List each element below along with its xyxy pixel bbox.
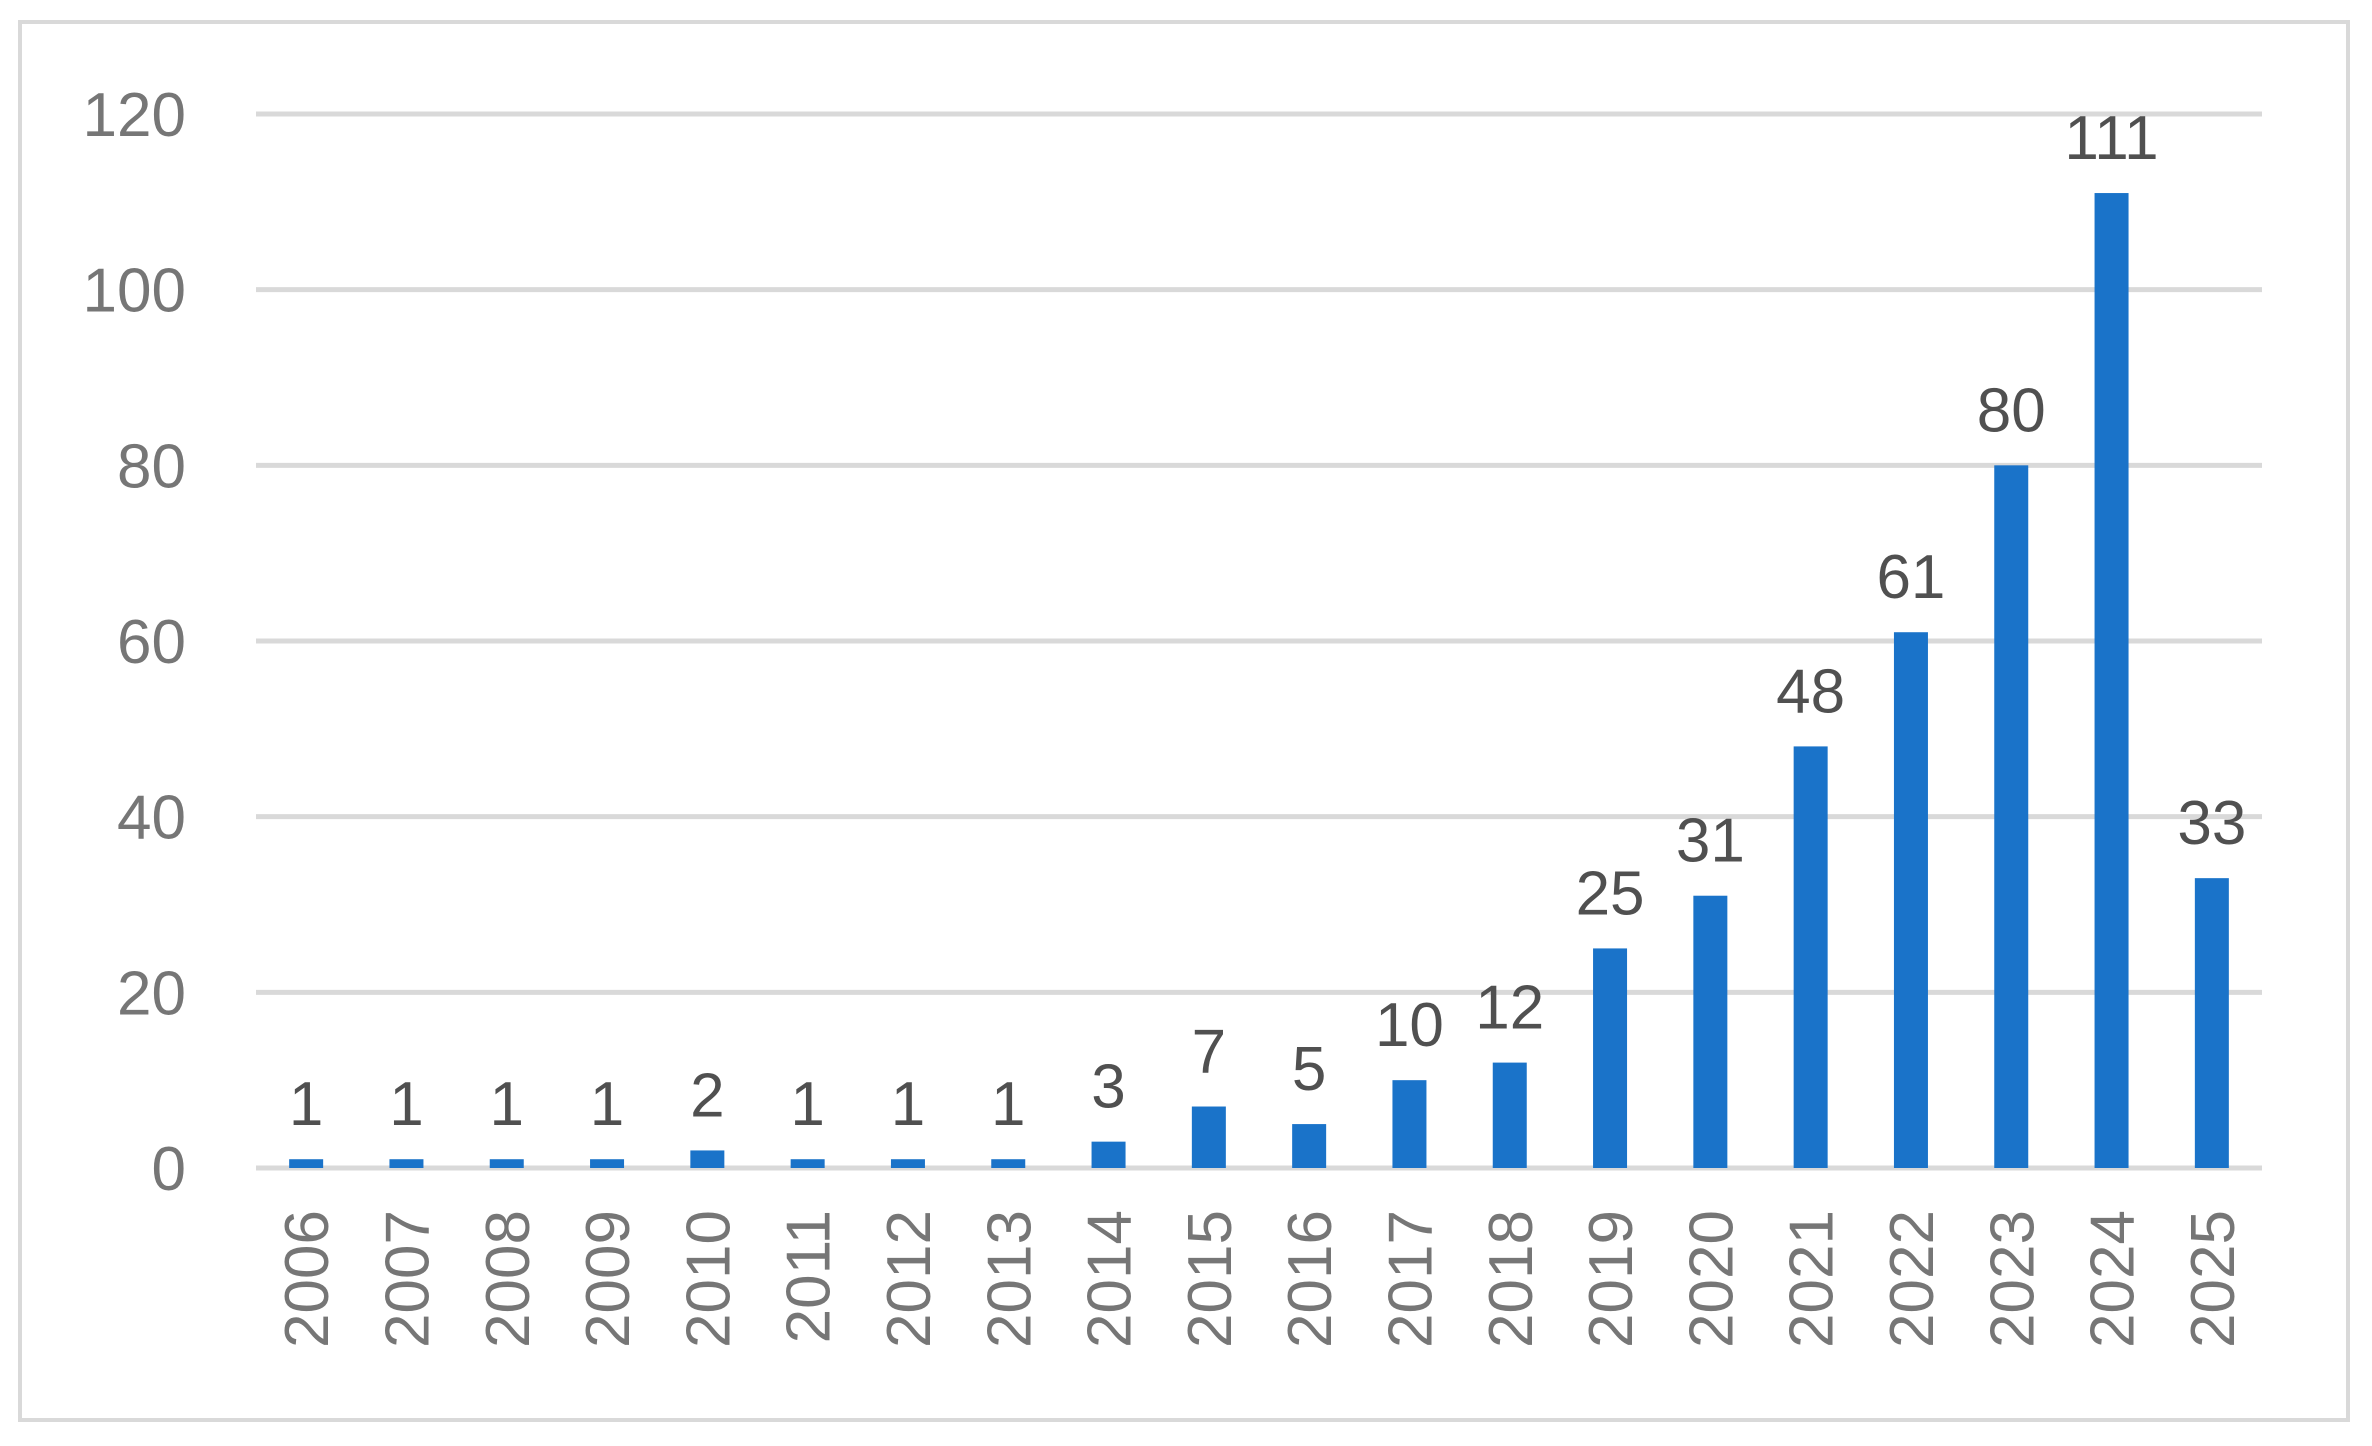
gridlines bbox=[256, 111, 2262, 1171]
bar bbox=[2094, 193, 2129, 1169]
x-axis-tick-labels: 2006 2007 2008 2009 2010 2011 2012 2013 2014 2015… bbox=[273, 1210, 2248, 1348]
bar bbox=[1091, 1141, 1126, 1168]
x-tick-label: 2007 bbox=[373, 1210, 442, 1348]
x-tick-label: 2017 bbox=[1376, 1210, 1445, 1348]
data-label: 1 bbox=[590, 1070, 624, 1139]
y-axis-tick-labels: 0 20 40 60 80 100 120 bbox=[83, 81, 186, 1204]
y-tick-label: 120 bbox=[83, 81, 186, 150]
bar bbox=[1693, 895, 1728, 1168]
data-label: 25 bbox=[1576, 859, 1645, 928]
x-tick-label: 2010 bbox=[674, 1210, 743, 1348]
x-tick-label: 2006 bbox=[273, 1210, 342, 1348]
x-tick-label: 2021 bbox=[1778, 1210, 1847, 1348]
bar bbox=[2194, 878, 2229, 1168]
x-tick-label: 2013 bbox=[975, 1210, 1044, 1348]
y-tick-label: 60 bbox=[117, 608, 186, 677]
data-label: 12 bbox=[1475, 974, 1544, 1043]
bar bbox=[690, 1150, 725, 1168]
data-label: 1 bbox=[289, 1070, 323, 1139]
data-label: 10 bbox=[1375, 991, 1444, 1060]
chart-frame bbox=[18, 20, 2350, 1422]
y-tick-label: 80 bbox=[117, 432, 186, 501]
data-label: 7 bbox=[1192, 1018, 1226, 1087]
x-tick-label: 2019 bbox=[1577, 1210, 1646, 1348]
bar bbox=[1492, 1062, 1527, 1168]
bar bbox=[1793, 746, 1828, 1168]
bar bbox=[1893, 632, 1928, 1168]
x-tick-label: 2024 bbox=[2079, 1210, 2148, 1348]
bar bbox=[1191, 1106, 1226, 1168]
x-tick-label: 2009 bbox=[574, 1210, 643, 1348]
x-tick-label: 2015 bbox=[1176, 1210, 1245, 1348]
bars bbox=[289, 193, 2229, 1169]
bar bbox=[590, 1159, 625, 1168]
x-tick-label: 2011 bbox=[775, 1210, 844, 1343]
x-tick-label: 2018 bbox=[1477, 1210, 1546, 1348]
data-label: 1 bbox=[389, 1070, 423, 1139]
bar bbox=[1392, 1080, 1427, 1168]
x-tick-label: 2014 bbox=[1076, 1210, 1145, 1348]
bar bbox=[1593, 948, 1628, 1168]
bar bbox=[1994, 465, 2029, 1168]
data-label: 61 bbox=[1876, 543, 1945, 612]
y-tick-label: 20 bbox=[117, 959, 186, 1028]
bar bbox=[389, 1159, 424, 1168]
bar bbox=[289, 1159, 324, 1168]
bar bbox=[790, 1159, 825, 1168]
data-label: 48 bbox=[1776, 657, 1845, 726]
bar bbox=[890, 1159, 925, 1168]
x-tick-label: 2023 bbox=[1978, 1210, 2047, 1348]
bar bbox=[991, 1159, 1026, 1168]
data-label: 5 bbox=[1292, 1035, 1326, 1104]
y-tick-label: 0 bbox=[152, 1135, 186, 1204]
data-label: 2 bbox=[690, 1061, 724, 1130]
y-tick-label: 40 bbox=[117, 784, 186, 853]
x-tick-label: 2025 bbox=[2179, 1210, 2248, 1348]
data-label: 3 bbox=[1091, 1053, 1125, 1122]
x-tick-label: 2012 bbox=[875, 1210, 944, 1348]
data-label: 33 bbox=[2177, 789, 2246, 858]
data-label: 1 bbox=[991, 1070, 1025, 1139]
data-label: 1 bbox=[490, 1070, 524, 1139]
data-label: 1 bbox=[891, 1070, 925, 1139]
data-label: 1 bbox=[790, 1070, 824, 1139]
y-tick-label: 100 bbox=[83, 257, 186, 326]
x-tick-label: 2020 bbox=[1677, 1210, 1746, 1348]
x-tick-label: 2008 bbox=[474, 1210, 543, 1348]
data-label: 31 bbox=[1676, 807, 1745, 876]
data-label: 80 bbox=[1977, 376, 2046, 445]
x-tick-label: 2022 bbox=[1878, 1210, 1947, 1348]
data-label: 111 bbox=[2064, 104, 2158, 173]
bar bbox=[489, 1159, 524, 1168]
x-tick-label: 2016 bbox=[1276, 1210, 1345, 1348]
bar bbox=[1292, 1124, 1327, 1168]
